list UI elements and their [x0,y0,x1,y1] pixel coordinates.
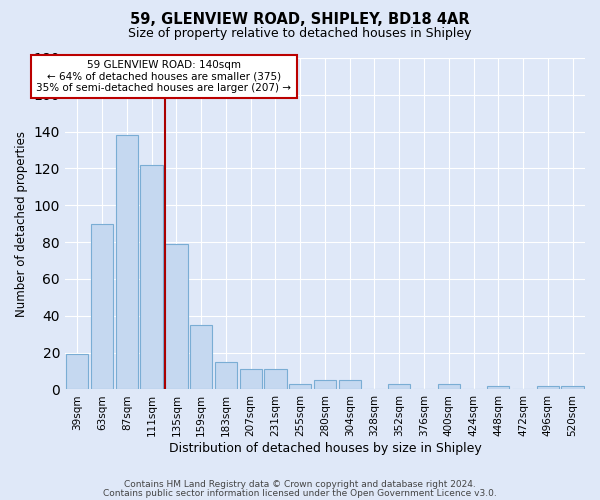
Bar [190,325,212,390]
Bar [562,386,584,390]
Bar [338,380,361,390]
Bar [314,380,336,390]
Bar [289,384,311,390]
Text: 59 GLENVIEW ROAD: 140sqm
← 64% of detached houses are smaller (375)
35% of semi-: 59 GLENVIEW ROAD: 140sqm ← 64% of detach… [37,60,292,93]
Bar [437,384,460,390]
X-axis label: Distribution of detached houses by size in Shipley: Distribution of detached houses by size … [169,442,481,455]
Bar [537,386,559,390]
Bar [487,386,509,390]
Text: Contains HM Land Registry data © Crown copyright and database right 2024.: Contains HM Land Registry data © Crown c… [124,480,476,489]
Bar [116,136,138,390]
Bar [388,384,410,390]
Text: Size of property relative to detached houses in Shipley: Size of property relative to detached ho… [128,28,472,40]
Y-axis label: Number of detached properties: Number of detached properties [15,130,28,316]
Bar [66,354,88,390]
Bar [239,369,262,390]
Bar [165,244,188,390]
Text: 59, GLENVIEW ROAD, SHIPLEY, BD18 4AR: 59, GLENVIEW ROAD, SHIPLEY, BD18 4AR [130,12,470,28]
Bar [264,369,287,390]
Bar [215,362,237,390]
Text: Contains public sector information licensed under the Open Government Licence v3: Contains public sector information licen… [103,488,497,498]
Bar [140,165,163,390]
Bar [91,224,113,390]
